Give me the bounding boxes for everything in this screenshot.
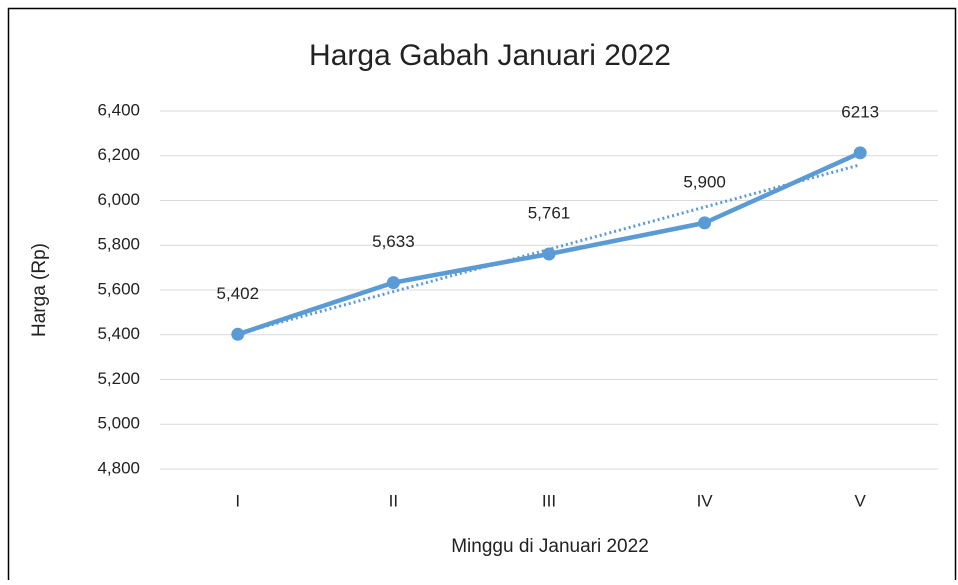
x-tick-label: V bbox=[855, 491, 867, 510]
chart-border bbox=[7, 7, 957, 585]
data-label: 5,633 bbox=[372, 232, 415, 251]
data-line bbox=[237, 150, 862, 337]
chart-title: Harga Gabah Januari 2022 bbox=[309, 39, 671, 72]
y-tick-label: 4,800 bbox=[97, 458, 140, 477]
data-point bbox=[386, 276, 400, 290]
x-tick-label: II bbox=[389, 491, 398, 510]
data-point bbox=[853, 146, 867, 160]
y-tick-label: 6,200 bbox=[97, 145, 140, 164]
y-tick-label: 6,400 bbox=[97, 100, 140, 119]
x-tick-label: IV bbox=[697, 491, 714, 510]
data-point bbox=[231, 327, 245, 341]
x-axis-title: Minggu di Januari 2022 bbox=[451, 536, 649, 557]
y-axis-title: Harga (Rp) bbox=[29, 243, 50, 337]
y-tick-label: 5,400 bbox=[97, 324, 140, 343]
data-label: 5,900 bbox=[683, 172, 726, 191]
y-tick-label: 5,600 bbox=[97, 279, 140, 298]
data-point bbox=[542, 247, 556, 261]
y-tick-label: 5,200 bbox=[97, 369, 140, 388]
x-tick-label: I bbox=[235, 491, 240, 510]
x-tick-label: III bbox=[542, 491, 556, 510]
data-label: 6213 bbox=[841, 102, 879, 121]
data-point bbox=[698, 216, 712, 230]
y-tick-label: 5,000 bbox=[97, 414, 140, 433]
y-tick-label: 6,000 bbox=[97, 190, 140, 209]
data-label: 5,761 bbox=[528, 203, 571, 222]
y-tick-label: 5,800 bbox=[97, 235, 140, 254]
data-label: 5,402 bbox=[217, 284, 260, 303]
